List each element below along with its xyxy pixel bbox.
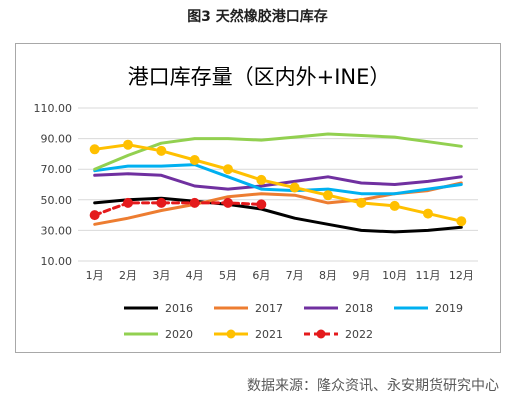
source-note: 数据来源：隆众资讯、永安期货研究中心 bbox=[247, 378, 499, 394]
data-point-2021 bbox=[123, 139, 133, 150]
data-point-2021 bbox=[323, 190, 333, 201]
data-point-2022 bbox=[156, 197, 167, 208]
chart-title: 港口库存量（区内外+INE） bbox=[128, 65, 391, 89]
legend-label: 2017 bbox=[255, 302, 283, 315]
x-tick-label: 5月 bbox=[219, 269, 237, 282]
y-tick-label: 90.00 bbox=[41, 133, 73, 146]
series-line-2018 bbox=[93, 172, 463, 191]
x-tick-label: 2月 bbox=[119, 269, 137, 282]
data-point-2022 bbox=[89, 210, 100, 221]
y-tick-label: 50.00 bbox=[41, 194, 73, 207]
data-point-2021 bbox=[156, 145, 167, 156]
series-line-2022 bbox=[93, 201, 263, 217]
series-line-2020 bbox=[93, 132, 463, 171]
series-line-2021 bbox=[93, 143, 463, 223]
x-tick-label: 7月 bbox=[286, 269, 304, 282]
data-point-2021 bbox=[223, 164, 233, 175]
chart-container: 港口库存量（区内外+INE） 10.00 30.00 50.00 70.00 90.00 1… bbox=[15, 43, 501, 353]
x-tick-label: 10月 bbox=[382, 269, 407, 282]
x-tick-label: 6月 bbox=[252, 269, 270, 282]
figure-title: 图3 天然橡胶港口库存 bbox=[187, 9, 328, 25]
x-tick-label: 11月 bbox=[416, 269, 441, 282]
legend-label: 2019 bbox=[435, 302, 463, 315]
legend-marker-2022 bbox=[316, 329, 326, 339]
data-point-2021 bbox=[289, 182, 300, 193]
x-tick-label: 8月 bbox=[319, 269, 337, 282]
line-chart: 港口库存量（区内外+INE） 10.00 30.00 50.00 70.00 90.00 1… bbox=[34, 65, 478, 341]
x-tick-label: 9月 bbox=[352, 269, 370, 282]
legend-label: 2020 bbox=[165, 328, 193, 341]
data-point-2021 bbox=[423, 208, 433, 219]
y-tick-label: 10.00 bbox=[41, 255, 73, 268]
y-tick-label: 70.00 bbox=[41, 163, 73, 176]
data-point-2021 bbox=[189, 155, 200, 166]
data-point-2021 bbox=[456, 216, 467, 227]
x-tick-label: 3月 bbox=[152, 269, 170, 282]
data-point-2021 bbox=[356, 197, 367, 208]
legend-label: 2021 bbox=[255, 328, 283, 341]
data-point-2022 bbox=[256, 199, 267, 210]
data-point-2022 bbox=[123, 197, 133, 208]
x-tick-label: 1月 bbox=[86, 269, 104, 282]
data-point-2021 bbox=[256, 174, 267, 185]
series-line-2016 bbox=[93, 196, 463, 234]
x-tick-label: 4月 bbox=[186, 269, 204, 282]
legend-label: 2016 bbox=[165, 302, 193, 315]
data-point-2021 bbox=[389, 200, 400, 211]
y-tick-label: 110.00 bbox=[34, 102, 73, 115]
series-line-2019 bbox=[93, 163, 463, 196]
legend-label: 2018 bbox=[345, 302, 373, 315]
x-tick-label: 12月 bbox=[449, 269, 474, 282]
legend-label: 2022 bbox=[345, 328, 373, 341]
data-point-2021 bbox=[89, 144, 100, 155]
data-point-2022 bbox=[189, 197, 200, 208]
data-point-2022 bbox=[223, 197, 233, 208]
y-tick-label: 30.00 bbox=[41, 224, 73, 237]
legend-marker-2021 bbox=[226, 329, 236, 339]
